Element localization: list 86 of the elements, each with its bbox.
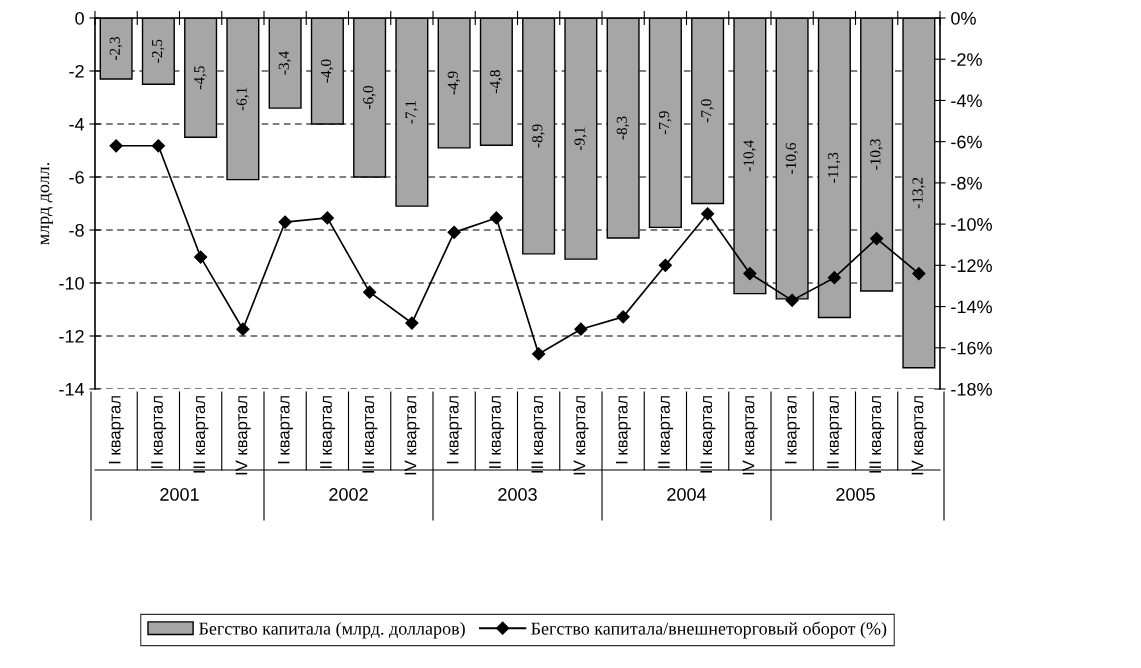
- point: [489, 211, 503, 225]
- y2-tick-label: -6%: [951, 135, 982, 149]
- data-label: -6,0: [363, 85, 376, 110]
- y-tick-label: -6: [69, 170, 84, 184]
- y2-tick-label: -16%: [951, 341, 992, 355]
- x-tick-label: IV квартал: [404, 396, 420, 475]
- x-tick-label: IV квартал: [573, 396, 589, 475]
- y-tick-label: -2: [69, 64, 84, 78]
- x-tick-label: III квартал: [531, 396, 547, 473]
- y2-tick-label: -12%: [951, 259, 992, 272]
- x-tick-label: III квартал: [193, 396, 209, 473]
- data-label: -7,1: [405, 100, 418, 124]
- point: [320, 211, 334, 225]
- data-label: -9,1: [574, 127, 587, 151]
- text: 2005: [836, 488, 875, 501]
- x-tick-label: I квартал: [277, 396, 293, 464]
- data-label: -13,2: [912, 177, 925, 209]
- point: [278, 215, 292, 229]
- y-tick-label: -10: [59, 276, 84, 290]
- y2-tick-label: 0%: [951, 11, 976, 25]
- y2-tick-label: -18%: [951, 382, 992, 396]
- data-label: -7,9: [658, 111, 672, 135]
- point: [447, 225, 461, 239]
- y2-tick-label: -14%: [951, 300, 992, 314]
- point: [870, 231, 884, 246]
- data-label: -11,3: [827, 152, 841, 183]
- data-label: -2,3: [109, 36, 123, 60]
- data-label: -4,5: [194, 66, 207, 90]
- point: [785, 293, 799, 307]
- y-tick-label: -8: [69, 223, 84, 237]
- text: 2001: [160, 488, 199, 501]
- x-tick-label: II квартал: [827, 396, 843, 468]
- legend-label: Бегство капитала/внешнеторговый оборот (%): [531, 621, 887, 639]
- data-label: -6,1: [236, 87, 249, 111]
- data-label: -4,9: [447, 71, 461, 95]
- point: [743, 266, 757, 281]
- point: [363, 285, 377, 299]
- data-label: -10,6: [785, 142, 799, 174]
- data-label: -3,4: [278, 51, 292, 75]
- y2-tick-label: -8%: [951, 176, 982, 190]
- x-tick-label: II квартал: [489, 396, 505, 468]
- y-axis-title: млрд долл.: [40, 162, 53, 245]
- x-tick-label: I квартал: [784, 396, 800, 464]
- x-tick-label: III квартал: [362, 396, 378, 473]
- point: [405, 316, 419, 330]
- data-label: -10,4: [743, 140, 756, 172]
- point: [912, 266, 926, 281]
- x-tick-label: IV квартал: [235, 396, 251, 475]
- data-label: -8,9: [532, 124, 545, 148]
- point: [574, 322, 588, 336]
- y-tick-label: 0: [75, 11, 84, 25]
- point: [194, 250, 208, 264]
- y2-tick-label: -2%: [951, 53, 982, 66]
- data-label: -4,8: [489, 70, 503, 94]
- point: [236, 322, 250, 336]
- point: [151, 139, 165, 153]
- x-tick-label: I квартал: [446, 396, 462, 464]
- y-tick-label: -14: [59, 383, 85, 396]
- x-tick-label: I квартал: [108, 396, 124, 464]
- x-tick-label: II квартал: [658, 396, 674, 468]
- point: [109, 139, 123, 153]
- point: [701, 207, 715, 221]
- y-tick-label: -12: [59, 329, 84, 343]
- x-tick-label: III квартал: [700, 396, 716, 473]
- point: [827, 271, 841, 285]
- data-label: -10,3: [870, 139, 883, 170]
- x-tick-label: IV квартал: [742, 396, 758, 475]
- x-tick-label: IV квартал: [911, 396, 927, 475]
- legend-label: Бегство капитала (млрд. долларов): [199, 622, 465, 639]
- x-tick-label: II квартал: [320, 396, 336, 468]
- x-tick-label: I квартал: [615, 396, 631, 464]
- y2-tick-label: -4%: [951, 94, 982, 108]
- data-label: -8,3: [616, 116, 630, 140]
- x-tick-label: II квартал: [151, 396, 167, 468]
- text: 2004: [667, 488, 707, 501]
- text: 2002: [329, 488, 368, 501]
- data-label: -7,0: [701, 99, 714, 123]
- point: [658, 258, 672, 272]
- point: [532, 347, 546, 361]
- x-tick-label: III квартал: [869, 396, 885, 473]
- text: 2003: [498, 488, 537, 501]
- data-label: -2,5: [151, 39, 165, 63]
- point: [616, 310, 630, 324]
- y2-tick-label: -10%: [951, 218, 992, 231]
- y-tick-label: -4: [69, 118, 85, 131]
- data-label: -4,0: [320, 59, 334, 83]
